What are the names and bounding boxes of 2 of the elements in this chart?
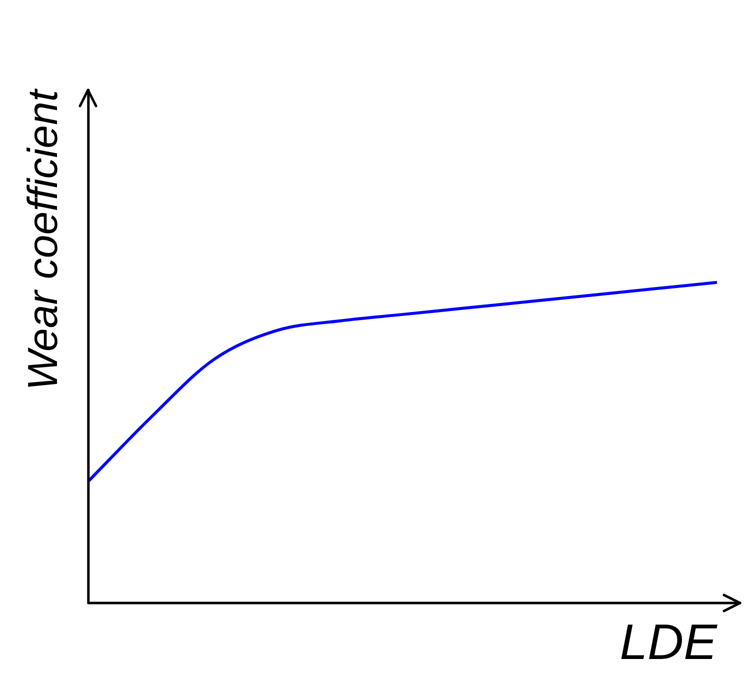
x-axis-title: LDE [620,614,718,670]
y-axis-title: Wear coefficient [18,88,66,390]
